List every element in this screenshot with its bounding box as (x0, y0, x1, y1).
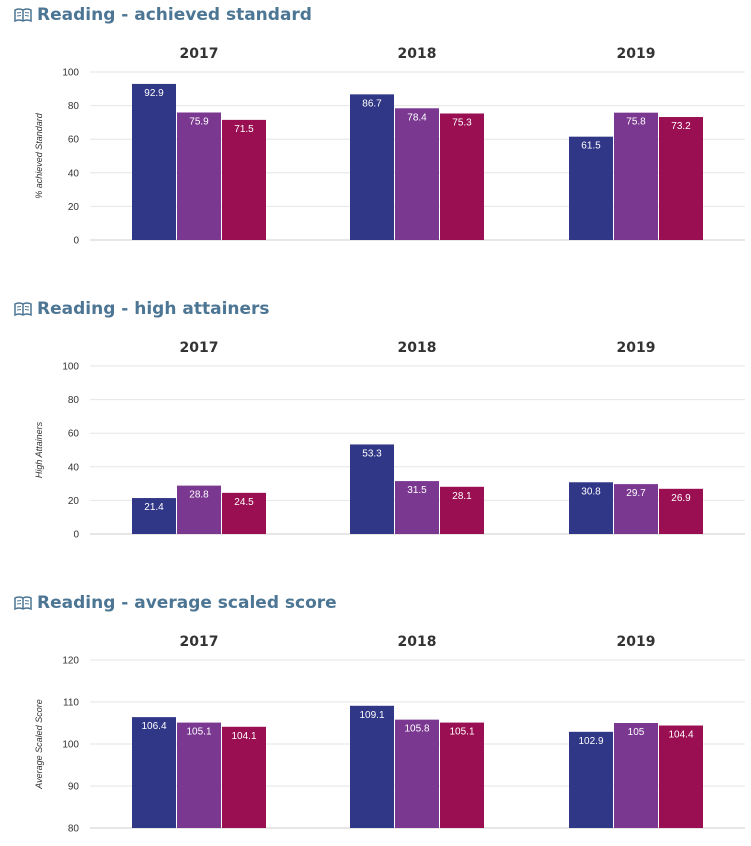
bar-value-label: 78.4 (407, 112, 427, 123)
bar (614, 484, 658, 534)
bar (222, 119, 266, 240)
y-tick-label: 60 (68, 135, 80, 146)
y-tick-label: 100 (62, 362, 79, 373)
bar-value-label: 24.5 (234, 497, 254, 508)
bar-value-label: 92.9 (144, 88, 164, 99)
bar-value-label: 29.7 (626, 488, 646, 499)
bar-value-label: 30.8 (581, 486, 601, 497)
chart-title: Reading - achieved standard (37, 5, 312, 25)
y-tick-label: 40 (68, 168, 80, 179)
bar-value-label: 102.9 (578, 736, 603, 747)
bar (222, 726, 266, 828)
y-tick-label: 0 (73, 236, 79, 247)
bar-value-label: 71.5 (234, 124, 254, 135)
bar (177, 112, 221, 240)
category-label: 2018 (398, 634, 437, 650)
bar (440, 722, 484, 828)
y-tick-label: 110 (63, 698, 79, 709)
bar (350, 444, 394, 534)
book-icon (14, 301, 32, 317)
y-tick-label: 0 (73, 530, 79, 541)
bar (569, 731, 613, 828)
bar-value-label: 105.1 (186, 727, 211, 738)
chart-section-average-scaled-score: Reading - average scaled score 80 90 100 11… (0, 588, 751, 846)
bar (614, 723, 658, 828)
y-axis-title: High Attainers (34, 421, 44, 478)
y-tick-label: 90 (68, 782, 80, 793)
bar (659, 117, 703, 240)
chart-section-high-attainers: Reading - high attainers 0 20 40 60 80 100 Hig… (0, 294, 751, 584)
bar (569, 482, 613, 534)
category-label: 2019 (617, 634, 656, 650)
bar-value-label: 26.9 (671, 493, 691, 504)
bar-value-label: 104.1 (231, 731, 256, 742)
bar (614, 112, 658, 240)
bar-chart: 80 90 100 110 120 Average Scaled Score 2017 106… (34, 634, 745, 835)
y-tick-label: 40 (68, 462, 80, 473)
bar (395, 108, 439, 241)
category-label: 2018 (398, 340, 437, 356)
bar-value-label: 28.8 (189, 490, 209, 501)
y-tick-label: 100 (62, 68, 79, 79)
bar (350, 705, 394, 828)
bar-value-label: 105 (628, 727, 645, 738)
category-label: 2019 (617, 46, 656, 62)
bar-value-label: 53.3 (362, 448, 382, 459)
bar (132, 498, 176, 534)
bar-value-label: 106.4 (141, 721, 166, 732)
bar-value-label: 109.1 (359, 710, 384, 721)
bar (177, 722, 221, 828)
book-icon (14, 595, 32, 611)
y-tick-label: 120 (62, 656, 79, 667)
chart-title: Reading - high attainers (37, 299, 270, 319)
bar-chart: 0 20 40 60 80 100 % achieved Standard 2017 92.9 7… (34, 46, 745, 247)
book-icon (14, 7, 32, 23)
category-label: 2018 (398, 46, 437, 62)
bar (222, 492, 266, 534)
y-tick-label: 80 (68, 395, 80, 406)
bar-value-label: 105.1 (449, 727, 474, 738)
bar-value-label: 61.5 (581, 141, 601, 152)
y-axis-title: % achieved Standard (34, 112, 44, 199)
category-label: 2017 (180, 340, 219, 356)
y-tick-label: 80 (68, 824, 80, 835)
bar-value-label: 28.1 (452, 491, 472, 502)
y-axis-title: Average Scaled Score (34, 699, 44, 789)
bar-value-label: 104.4 (668, 730, 693, 741)
bar (132, 717, 176, 828)
y-tick-label: 20 (68, 496, 80, 507)
chart-title: Reading - average scaled score (37, 593, 337, 613)
bar (440, 486, 484, 534)
bar-value-label: 21.4 (144, 502, 164, 513)
bar-value-label: 75.8 (626, 117, 646, 128)
bar (177, 485, 221, 534)
y-tick-label: 100 (62, 740, 79, 751)
bar (569, 136, 613, 240)
chart-title-bar: Reading - average scaled score (14, 591, 337, 615)
y-tick-label: 80 (68, 101, 80, 112)
bar-value-label: 75.3 (452, 117, 472, 128)
bar-chart: 0 20 40 60 80 100 High Attainers 2017 21.4 28.8 24… (34, 340, 745, 541)
bar (350, 94, 394, 241)
bar-value-label: 31.5 (407, 485, 427, 496)
chart-section-achieved-standard: Reading - achieved standard 0 20 40 60 80 100… (0, 0, 751, 290)
bar-value-label: 86.7 (362, 98, 382, 109)
bar (659, 725, 703, 828)
chart-title-bar: Reading - high attainers (14, 297, 270, 321)
bar (395, 481, 439, 534)
bar (132, 83, 176, 240)
y-tick-label: 20 (68, 202, 80, 213)
category-label: 2017 (180, 634, 219, 650)
bar (659, 488, 703, 534)
bar-value-label: 105.8 (404, 724, 429, 735)
bar-value-label: 75.9 (189, 116, 209, 127)
y-tick-label: 60 (68, 429, 80, 440)
category-label: 2017 (180, 46, 219, 62)
category-label: 2019 (617, 340, 656, 356)
bar (395, 719, 439, 828)
chart-title-bar: Reading - achieved standard (14, 3, 312, 27)
bar (440, 113, 484, 240)
bar-value-label: 73.2 (671, 121, 691, 132)
